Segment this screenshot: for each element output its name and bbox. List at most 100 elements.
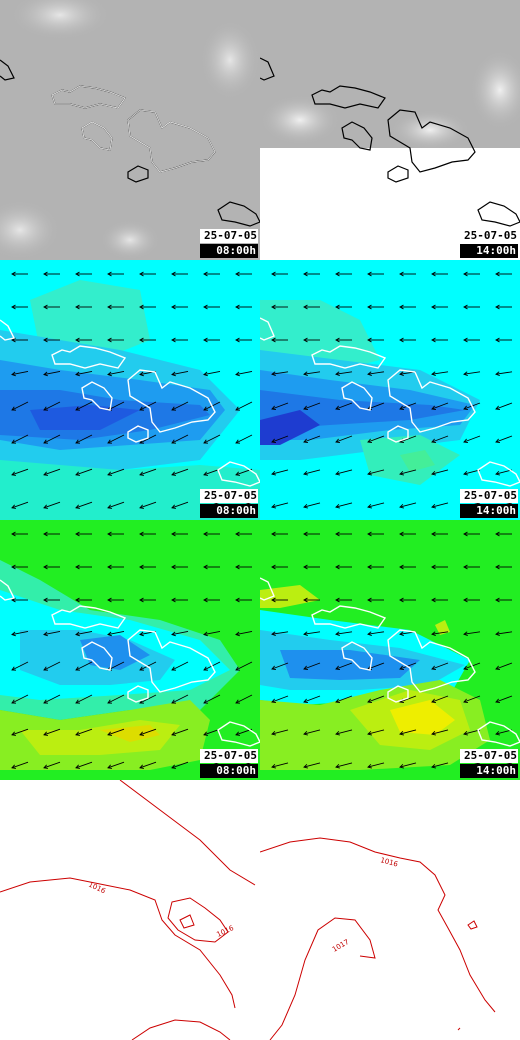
wind-arrow [11, 728, 29, 736]
wind-arrow-head [43, 731, 49, 736]
wind-arrow [43, 728, 61, 736]
wind-panel-1400[interactable]: 25-07-05 14:00h [260, 260, 520, 520]
wind-arrow-head [335, 337, 340, 343]
wind-arrow-head [303, 764, 308, 769]
wind-arrow-head [43, 764, 49, 769]
wind-arrow-head [495, 438, 501, 444]
wind-arrow-head [235, 631, 240, 637]
wind-arrow-head [43, 504, 49, 509]
wind-arrow-head [335, 764, 340, 769]
wind-arrow-head [303, 731, 308, 736]
wind-arrow-head [75, 406, 81, 411]
wind-arrow-head [335, 631, 340, 636]
wind-arrow [75, 728, 93, 736]
wind-arrow [75, 761, 93, 769]
wind-arrow-head [203, 564, 208, 570]
gust-panel-0800[interactable]: 25-07-05 08:00h [0, 520, 260, 780]
pressure-panel-0800[interactable]: 1016 1016 [0, 780, 260, 1040]
wind-arrow-head [495, 597, 500, 603]
wind-arrow-head [171, 699, 177, 704]
wind-arrow-head [399, 731, 404, 736]
wind-arrow-head [271, 304, 276, 310]
wind-arrow-head [75, 471, 81, 476]
wind-arrow [463, 631, 481, 635]
wind-arrow-head [463, 271, 468, 277]
wind-arrow-head [431, 698, 437, 704]
wind-arrow [271, 371, 289, 375]
wind-arrow-head [367, 438, 373, 444]
wind-arrow-head [203, 597, 208, 603]
wind-arrow-head [107, 764, 113, 769]
cloud-map-1400 [260, 0, 520, 260]
wind-arrow [43, 501, 61, 509]
wind-arrow [11, 761, 29, 769]
wind-arrow-head [75, 764, 81, 769]
cloud-panel-1400[interactable]: 25-07-05 14:00h [260, 0, 520, 260]
gust-panel-1400[interactable]: 25-07-05 14:00h [260, 520, 520, 780]
wind-arrow-head [75, 337, 80, 343]
wind-arrow [107, 370, 125, 376]
wind-arrow-head [431, 371, 436, 376]
wind-arrow-head [303, 371, 308, 376]
wind-arrow-head [43, 531, 48, 537]
wind-arrow-head [139, 471, 145, 476]
wind-arrow-head [107, 731, 113, 736]
wind-arrow [431, 502, 449, 508]
wind-arrow [399, 469, 417, 475]
wind-arrow-head [43, 371, 48, 377]
wind-arrow [335, 662, 353, 670]
wind-arrow-head [431, 731, 436, 736]
wind-arrow [43, 661, 61, 671]
wind-arrow [399, 695, 417, 703]
wind-arrow [11, 468, 29, 476]
wind-arrow [367, 762, 385, 768]
wind-arrow [11, 434, 29, 444]
wind-panel-0800[interactable]: 25-07-05 08:00h [0, 260, 260, 520]
pressure-panel-1400[interactable]: 1016 1017 [260, 780, 520, 1040]
cloud-panel-0800[interactable]: 25-07-05 08:00h [0, 0, 260, 260]
wind-arrow-head [171, 471, 177, 476]
wind-arrow [271, 729, 289, 735]
wind-arrow-head [399, 764, 404, 769]
wind-arrow [335, 631, 353, 635]
wind-arrow-head [75, 666, 81, 671]
wind-arrow-head [271, 631, 276, 636]
wind-arrow [303, 502, 321, 508]
wind-arrow-head [495, 271, 500, 277]
wind-arrow-head [335, 731, 340, 736]
wind-arrow-head [303, 504, 308, 509]
wind-arrow [431, 371, 449, 375]
wind-arrow-head [43, 337, 48, 343]
wind-arrow-head [171, 531, 176, 537]
wind-arrow-head [203, 371, 208, 377]
wind-arrow-head [431, 764, 436, 769]
wind-arrow-head [367, 371, 372, 376]
wind-arrow-head [11, 666, 17, 671]
wind-arrow [271, 695, 289, 703]
wind-arrow [235, 401, 253, 411]
wind-arrow [43, 694, 61, 704]
wind-arrow [203, 630, 221, 636]
wind-arrow-head [367, 764, 372, 769]
wind-arrow [495, 631, 513, 635]
wind-arrow-head [11, 371, 16, 377]
wind-arrow-head [139, 504, 145, 509]
wind-arrow-head [303, 337, 308, 343]
wind-arrow-head [271, 405, 277, 411]
wind-arrow [335, 469, 353, 475]
wind-arrow-head [11, 439, 17, 444]
wind-arrow-head [303, 698, 309, 704]
wind-arrow-head [203, 699, 209, 704]
wind-arrow-head [235, 564, 240, 570]
timestamp-badge: 25-07-05 08:00h [200, 749, 258, 778]
wind-arrow-head [139, 764, 145, 769]
forecast-time: 08:00h [200, 244, 258, 258]
wind-arrow-head [399, 405, 405, 411]
wind-arrow [107, 761, 125, 769]
wind-arrow-head [335, 405, 341, 411]
wind-arrow [367, 435, 385, 443]
wind-arrow-head [235, 531, 240, 537]
wind-arrow-head [107, 631, 112, 637]
wind-arrow [107, 468, 125, 476]
wind-arrow-head [495, 564, 500, 570]
